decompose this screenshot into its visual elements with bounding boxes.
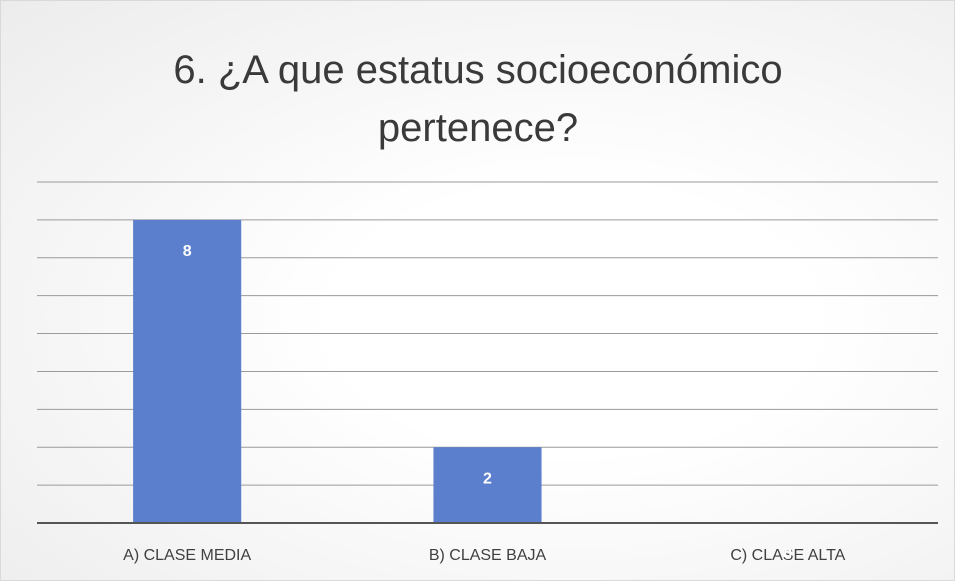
x-tick-label: C) CLASE ALTA: [730, 547, 845, 564]
data-label: 8: [183, 243, 192, 260]
data-label: 0: [783, 546, 792, 563]
data-label: 2: [483, 470, 492, 487]
bar: [433, 447, 542, 523]
x-tick-label: A) CLASE MEDIA: [123, 547, 251, 564]
bar: [133, 219, 242, 523]
x-tick-label: B) CLASE BAJA: [429, 547, 547, 564]
chart-title: 6. ¿A que estatus socioeconómico pertene…: [173, 48, 783, 150]
